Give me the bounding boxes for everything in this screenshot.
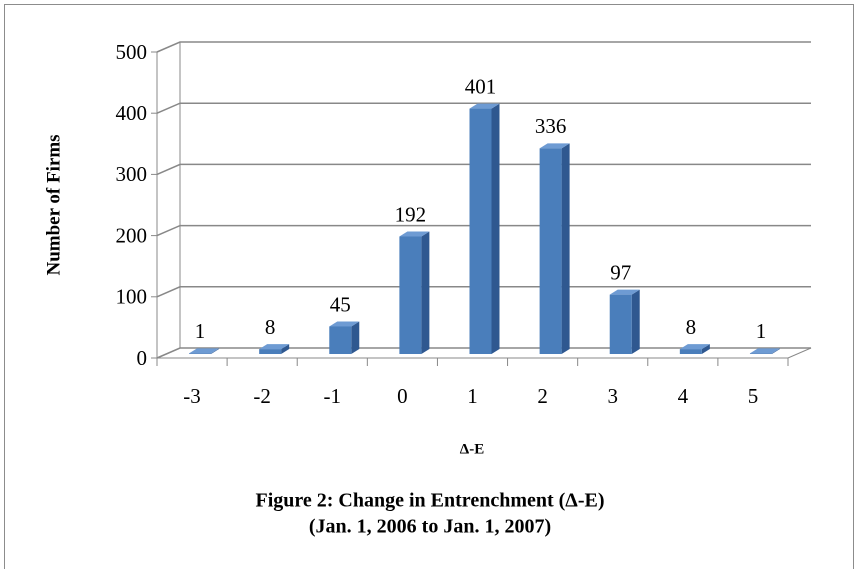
grid-line xyxy=(156,41,811,53)
bar xyxy=(749,353,772,354)
grid-line xyxy=(156,102,811,114)
bar xyxy=(469,108,492,354)
bar-side xyxy=(351,321,360,354)
bar-side xyxy=(211,348,220,354)
y-tick-label: 200 xyxy=(116,223,148,247)
y-tick-label: 400 xyxy=(116,101,148,125)
bar-top xyxy=(189,348,220,354)
bar xyxy=(399,236,422,354)
x-tick-label: 1 xyxy=(467,384,478,408)
bar-top xyxy=(329,321,360,327)
data-label: 401 xyxy=(465,74,497,98)
x-tick-label: 0 xyxy=(397,384,408,408)
bar-side xyxy=(631,289,640,354)
grid-line xyxy=(156,286,811,298)
y-tick-label: 0 xyxy=(137,346,148,370)
y-tick-label: 300 xyxy=(116,162,148,186)
bar-side xyxy=(281,344,290,354)
bar-top xyxy=(399,231,430,237)
grid-line xyxy=(156,224,811,237)
grid-line xyxy=(156,347,811,359)
chart-subtitle: (Jan. 1, 2006 to Jan. 1, 2007) xyxy=(309,516,551,538)
x-tick-label: 5 xyxy=(748,384,759,408)
x-tick-label: 3 xyxy=(607,384,618,408)
x-axis-label: Δ-E xyxy=(460,441,484,457)
bar-top xyxy=(609,289,640,295)
bar-side xyxy=(561,143,570,354)
bar-side xyxy=(701,344,710,354)
bar xyxy=(609,294,632,354)
x-tick-label: -1 xyxy=(324,384,342,408)
bar-top xyxy=(679,344,710,350)
x-tick-label: -3 xyxy=(183,384,201,408)
bar-top xyxy=(749,348,780,354)
data-label: 8 xyxy=(686,315,697,339)
bar xyxy=(679,349,702,354)
y-tick-label: 100 xyxy=(116,285,148,309)
x-tick-label: 4 xyxy=(678,384,689,408)
data-label: 8 xyxy=(265,315,276,339)
bar xyxy=(329,326,352,354)
data-label: 45 xyxy=(330,292,351,316)
y-axis-label: Number of Firms xyxy=(43,134,64,275)
grid-line xyxy=(156,163,811,176)
bar-side xyxy=(421,231,430,354)
bar xyxy=(539,148,562,354)
data-label: 1 xyxy=(195,319,206,343)
data-label: 97 xyxy=(610,260,631,284)
data-label: 192 xyxy=(395,202,427,226)
bar xyxy=(189,353,212,354)
chart-title: Figure 2: Change in Entrenchment (Δ-E) xyxy=(255,490,604,512)
bar xyxy=(259,349,282,354)
y-tick-label: 500 xyxy=(116,40,148,64)
bar-top xyxy=(469,103,500,109)
data-label: 1 xyxy=(756,319,767,343)
x-tick-label: -2 xyxy=(253,384,271,408)
bar-top xyxy=(539,143,570,149)
bar-top xyxy=(259,344,290,350)
bar-side xyxy=(771,348,780,354)
bar-side xyxy=(491,103,500,354)
data-label: 336 xyxy=(535,114,567,138)
x-tick-label: 2 xyxy=(537,384,548,408)
